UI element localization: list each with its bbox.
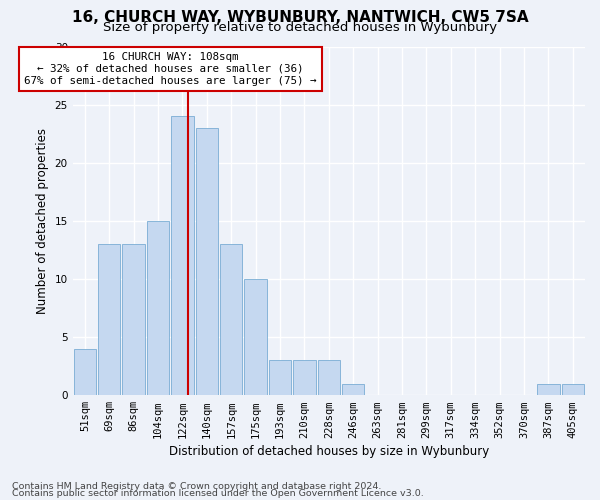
Bar	[196, 128, 218, 395]
Text: Contains public sector information licensed under the Open Government Licence v3: Contains public sector information licen…	[12, 490, 424, 498]
Y-axis label: Number of detached properties: Number of detached properties	[36, 128, 49, 314]
Bar	[537, 384, 560, 395]
Text: 16, CHURCH WAY, WYBUNBURY, NANTWICH, CW5 7SA: 16, CHURCH WAY, WYBUNBURY, NANTWICH, CW5…	[71, 10, 529, 25]
Bar	[147, 221, 169, 395]
Text: Size of property relative to detached houses in Wybunbury: Size of property relative to detached ho…	[103, 22, 497, 35]
Bar	[342, 384, 364, 395]
Bar	[74, 348, 96, 395]
Bar	[562, 384, 584, 395]
Bar	[269, 360, 291, 395]
Text: Contains HM Land Registry data © Crown copyright and database right 2024.: Contains HM Land Registry data © Crown c…	[12, 482, 382, 491]
Bar	[171, 116, 194, 395]
Bar	[293, 360, 316, 395]
Bar	[122, 244, 145, 395]
Bar	[220, 244, 242, 395]
X-axis label: Distribution of detached houses by size in Wybunbury: Distribution of detached houses by size …	[169, 444, 489, 458]
Text: 16 CHURCH WAY: 108sqm
← 32% of detached houses are smaller (36)
67% of semi-deta: 16 CHURCH WAY: 108sqm ← 32% of detached …	[24, 52, 317, 86]
Bar	[98, 244, 121, 395]
Bar	[244, 279, 267, 395]
Bar	[317, 360, 340, 395]
